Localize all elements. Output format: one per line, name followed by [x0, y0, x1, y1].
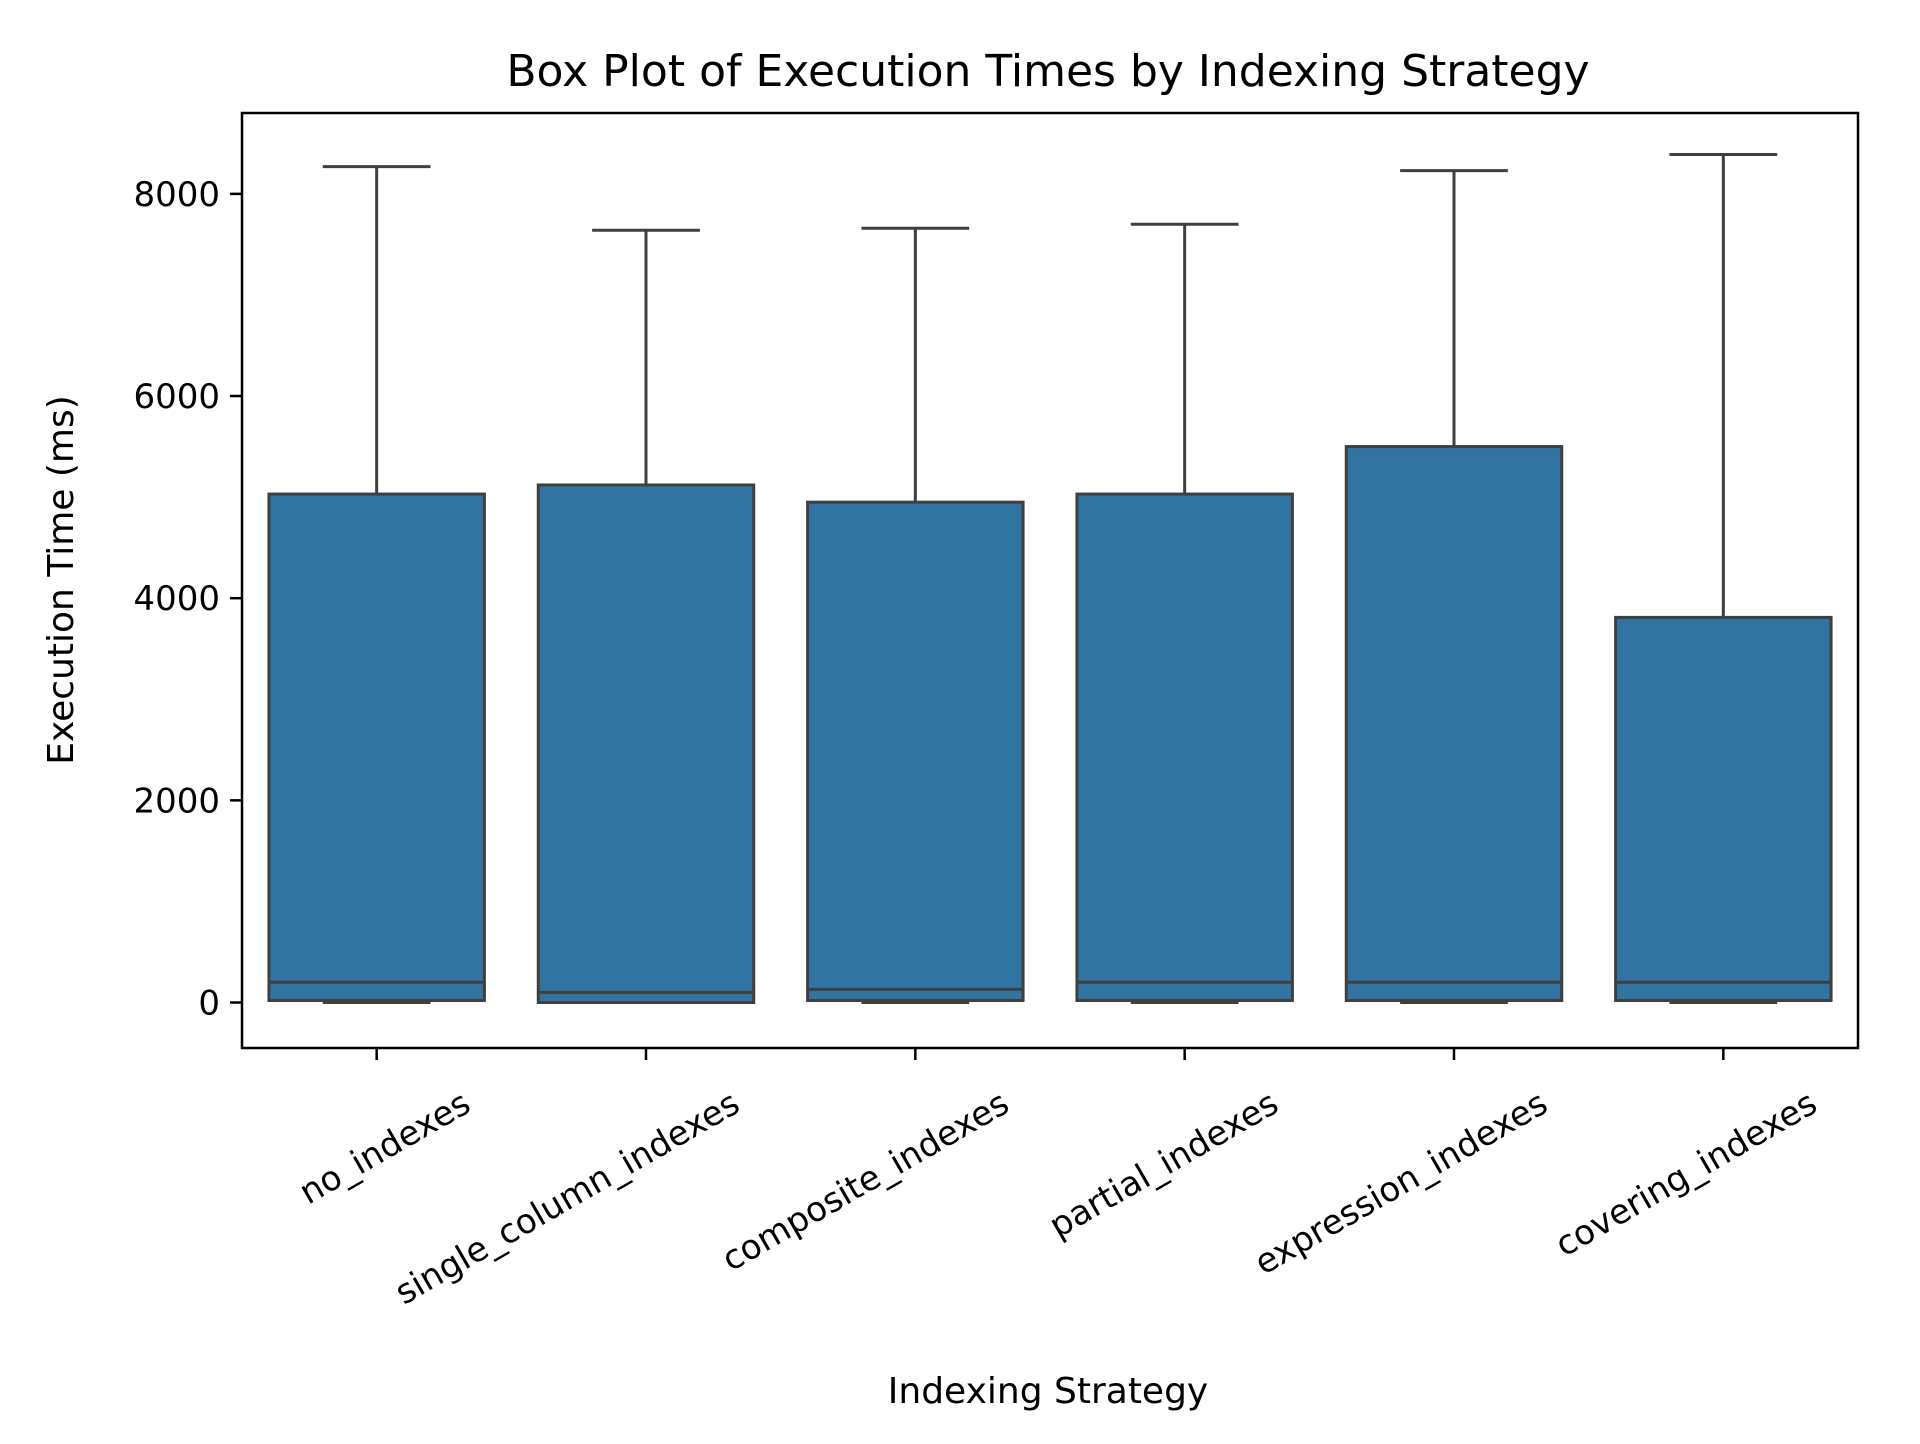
- plot-frame: [240, 111, 1860, 1050]
- box-composite_indexes: [806, 500, 1025, 1002]
- y-tick-label: 0: [198, 984, 220, 1024]
- x-tick-label: partial_indexes: [1043, 1083, 1286, 1246]
- x-axis-label: Indexing Strategy: [888, 1371, 1208, 1412]
- box-no_indexes: [267, 492, 486, 1002]
- x-tick-label: expression_indexes: [1248, 1083, 1555, 1283]
- box-covering_indexes: [1614, 615, 1833, 1002]
- y-tick-label: 8000: [133, 175, 220, 215]
- y-tick-label: 2000: [133, 781, 220, 821]
- x-tick-label: no_indexes: [293, 1083, 478, 1213]
- chart-title: Box Plot of Execution Times by Indexing …: [506, 46, 1589, 97]
- plot-area: 02000400060008000no_indexessingle_column…: [133, 111, 1860, 1313]
- box-partial_indexes: [1075, 492, 1294, 1002]
- y-axis-label: Execution Time (ms): [41, 395, 82, 765]
- x-tick-label: covering_indexes: [1549, 1083, 1824, 1265]
- x-tick-label: composite_indexes: [715, 1083, 1016, 1280]
- y-tick-label: 6000: [133, 377, 220, 417]
- box-single_column_indexes: [536, 483, 756, 1005]
- y-tick-label: 4000: [133, 579, 220, 619]
- box-expression_indexes: [1344, 445, 1564, 1002]
